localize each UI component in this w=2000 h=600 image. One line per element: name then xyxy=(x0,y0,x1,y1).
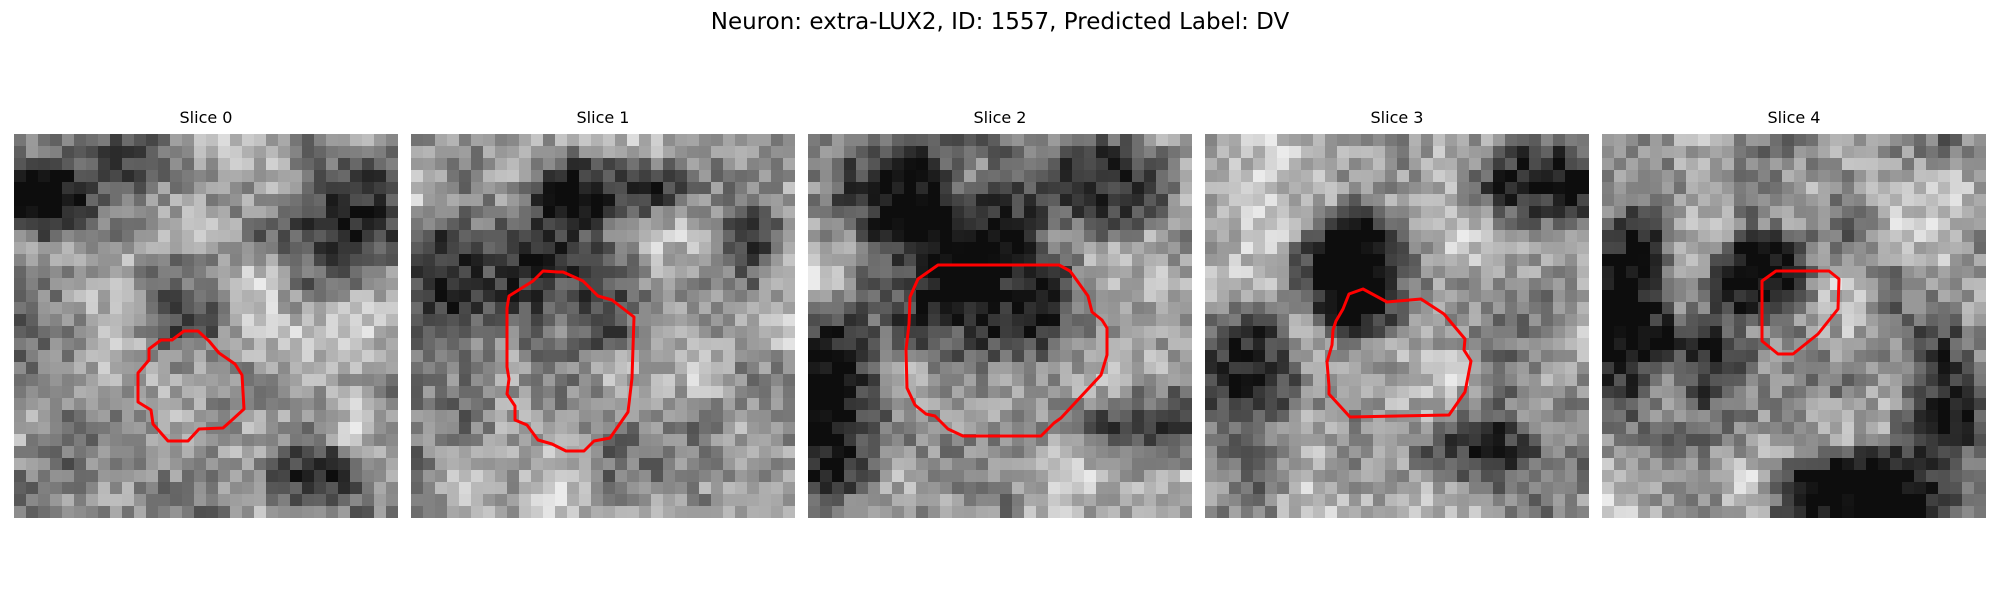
slice-image-2 xyxy=(808,134,1192,518)
pixel-grid xyxy=(1602,134,1986,518)
pixel-grid xyxy=(1205,134,1589,518)
roi-outline xyxy=(1760,269,1841,356)
pixel-grid xyxy=(808,134,1192,518)
slice-title-3: Slice 3 xyxy=(1370,108,1424,127)
slice-image-0 xyxy=(14,134,398,518)
slice-panel-4: Slice 4 xyxy=(1602,108,1986,518)
roi-outline xyxy=(904,263,1109,438)
slice-panel-2: Slice 2 xyxy=(808,108,1192,518)
slice-image-1 xyxy=(411,134,795,518)
pixel-grid xyxy=(14,134,398,518)
roi-outline xyxy=(505,269,636,453)
slice-title-2: Slice 2 xyxy=(973,108,1027,127)
figure-title: Neuron: extra-LUX2, ID: 1557, Predicted … xyxy=(710,9,1290,35)
slice-image-4 xyxy=(1602,134,1986,518)
roi-outline xyxy=(136,329,246,443)
slice-panel-1: Slice 1 xyxy=(411,108,795,518)
slice-panel-0: Slice 0 xyxy=(14,108,398,518)
slice-title-1: Slice 1 xyxy=(576,108,630,127)
slice-image-3 xyxy=(1205,134,1589,518)
pixel-grid xyxy=(411,134,795,518)
roi-outline xyxy=(1325,287,1473,419)
slice-panel-3: Slice 3 xyxy=(1205,108,1589,518)
slice-title-4: Slice 4 xyxy=(1767,108,1821,127)
slice-title-0: Slice 0 xyxy=(179,108,233,127)
